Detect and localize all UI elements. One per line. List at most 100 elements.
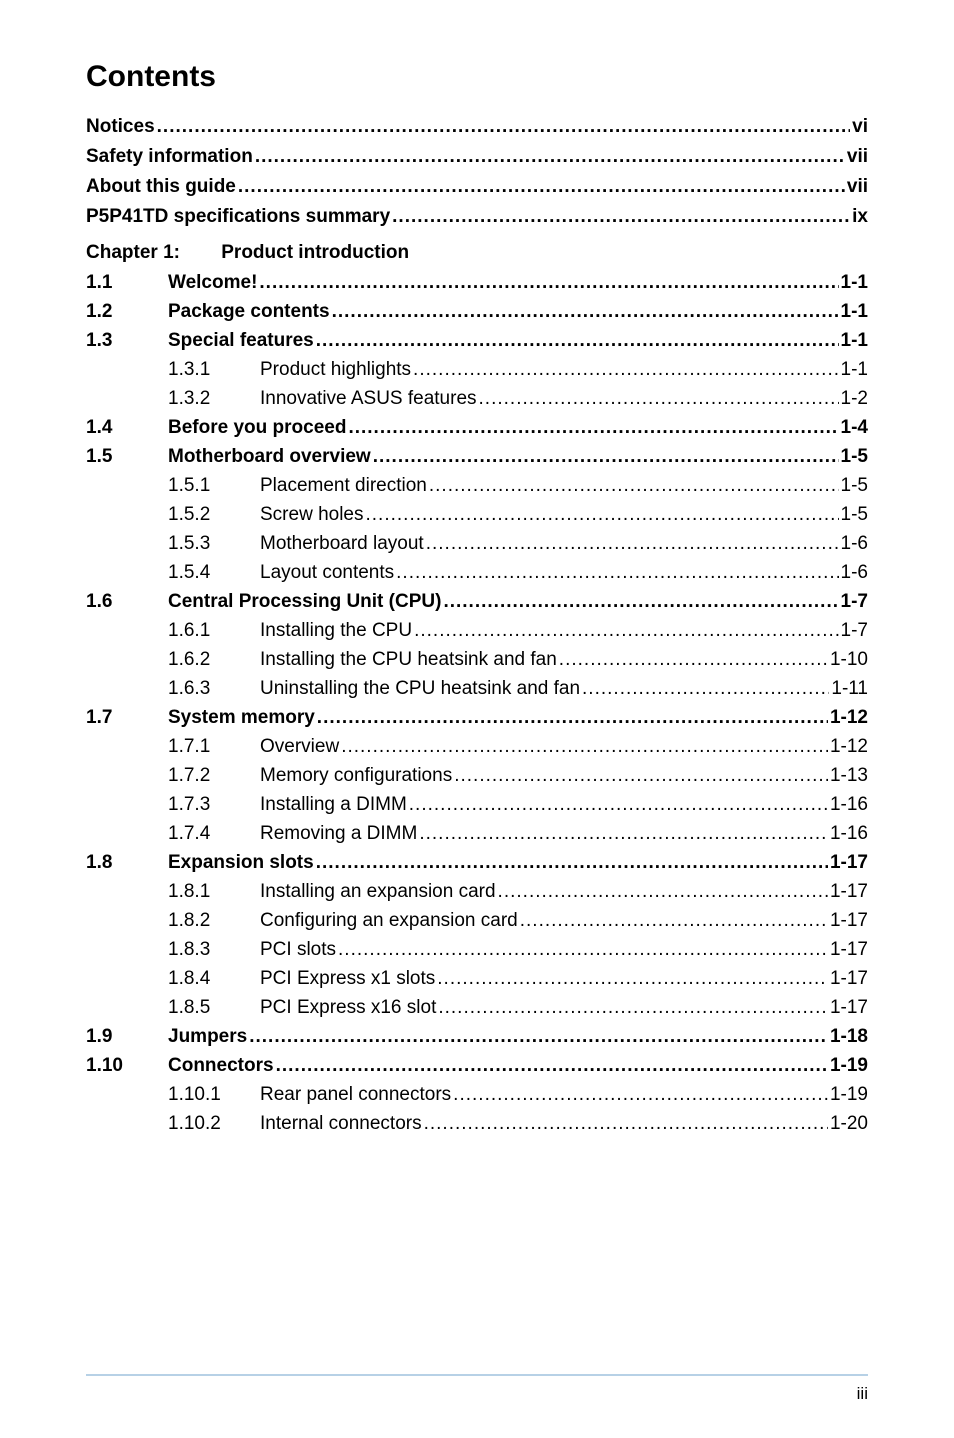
toc-dots <box>341 736 828 758</box>
toc-section-number: 1.10 <box>86 1055 168 1077</box>
toc-subsection: 1.3.2Innovative ASUS features 1-2 <box>86 388 868 410</box>
toc-dots <box>419 823 828 845</box>
toc-subsection-label: Innovative ASUS features <box>260 388 477 410</box>
toc-section-label: System memory <box>168 707 315 729</box>
toc-subsection-page: 1-17 <box>830 968 868 990</box>
toc-subsection: 1.6.1Installing the CPU 1-7 <box>86 620 868 642</box>
toc-dots <box>249 1026 828 1048</box>
toc-subsection: 1.8.5PCI Express x16 slot 1-17 <box>86 997 868 1019</box>
toc-subsection-label: PCI Express x1 slots <box>260 968 435 990</box>
toc-section-number: 1.6 <box>86 591 168 613</box>
toc-subsection-label: Installing an expansion card <box>260 881 496 903</box>
chapter-heading: Chapter 1: Product introduction <box>86 242 868 264</box>
toc-section-page: 1-17 <box>830 852 868 874</box>
contents-title: Contents <box>86 60 868 94</box>
toc-section: 1.10Connectors 1-19 <box>86 1055 868 1077</box>
toc-dots <box>424 1113 828 1135</box>
toc-subsection: 1.7.1Overview 1-12 <box>86 736 868 758</box>
toc-subsection: 1.10.2Internal connectors 1-20 <box>86 1113 868 1135</box>
toc-subsection-label: Memory configurations <box>260 765 452 787</box>
toc-dots <box>453 1084 828 1106</box>
toc-dots <box>443 591 838 613</box>
toc-entry-label: P5P41TD specifications summary <box>86 206 390 228</box>
toc-section-page: 1-7 <box>841 591 868 613</box>
toc-section-page: 1-5 <box>841 446 868 468</box>
toc-section-label: Before you proceed <box>168 417 346 439</box>
toc-section-label: Motherboard overview <box>168 446 371 468</box>
toc-subsection-number: 1.6.1 <box>168 620 260 642</box>
toc-subsection: 1.7.2Memory configurations 1-13 <box>86 765 868 787</box>
toc-subsection-number: 1.7.1 <box>168 736 260 758</box>
toc-subsection-page: 1-17 <box>830 939 868 961</box>
toc-section-number: 1.9 <box>86 1026 168 1048</box>
toc-subsection-label: Removing a DIMM <box>260 823 417 845</box>
toc-subsection: 1.5.4Layout contents 1-6 <box>86 562 868 584</box>
toc-subsection: 1.7.4Removing a DIMM 1-16 <box>86 823 868 845</box>
toc-dots <box>396 562 838 584</box>
toc-subsection-number: 1.7.3 <box>168 794 260 816</box>
toc-subsection-page: 1-6 <box>841 533 868 555</box>
toc-dots <box>373 446 839 468</box>
toc-section: 1.7System memory 1-12 <box>86 707 868 729</box>
toc-section: 1.5Motherboard overview 1-5 <box>86 446 868 468</box>
toc-entry-page: vii <box>847 176 868 198</box>
toc-subsection-number: 1.7.2 <box>168 765 260 787</box>
toc-subsection-page: 1-17 <box>830 881 868 903</box>
toc-subsection-page: 1-17 <box>830 910 868 932</box>
toc-subsection-number: 1.3.1 <box>168 359 260 381</box>
toc-subsection: 1.5.2Screw holes 1-5 <box>86 504 868 526</box>
toc-subsection-page: 1-2 <box>841 388 868 410</box>
toc-subsection-label: Product highlights <box>260 359 411 381</box>
toc-subsection-page: 1-16 <box>830 823 868 845</box>
toc-top-entry: Notices vi <box>86 116 868 138</box>
toc-subsection: 1.10.1Rear panel connectors 1-19 <box>86 1084 868 1106</box>
toc-entry-label: Notices <box>86 116 155 138</box>
toc-dots <box>259 272 838 294</box>
toc-section-label: Special features <box>168 330 314 352</box>
toc-subsection-label: Installing the CPU <box>260 620 412 642</box>
toc-subsection-page: 1-19 <box>830 1084 868 1106</box>
toc-dots <box>255 146 845 168</box>
toc-section-page: 1-1 <box>841 272 868 294</box>
toc-dots <box>348 417 838 439</box>
toc-section: 1.4Before you proceed 1-4 <box>86 417 868 439</box>
toc-section-number: 1.3 <box>86 330 168 352</box>
toc-subsection-label: PCI Express x16 slot <box>260 997 436 1019</box>
toc-subsection: 1.5.3Motherboard layout 1-6 <box>86 533 868 555</box>
toc-section-label: Connectors <box>168 1055 274 1077</box>
top-entries: Notices viSafety information viiAbout th… <box>86 116 868 228</box>
toc-subsection-label: Configuring an expansion card <box>260 910 518 932</box>
toc-dots <box>276 1055 828 1077</box>
toc-subsection-page: 1-17 <box>830 997 868 1019</box>
toc-subsection-page: 1-1 <box>841 359 868 381</box>
toc-section-page: 1-18 <box>830 1026 868 1048</box>
toc-subsection-number: 1.5.4 <box>168 562 260 584</box>
toc-dots <box>454 765 828 787</box>
toc-section: 1.3Special features 1-1 <box>86 330 868 352</box>
toc-subsection-number: 1.5.2 <box>168 504 260 526</box>
toc-dots <box>316 330 839 352</box>
toc-section-page: 1-19 <box>830 1055 868 1077</box>
footer-page-number: iii <box>857 1384 868 1404</box>
toc-section-number: 1.1 <box>86 272 168 294</box>
toc-dots <box>559 649 828 671</box>
toc-section-page: 1-12 <box>830 707 868 729</box>
page-content: Contents Notices viSafety information vi… <box>0 0 954 1135</box>
toc-dots <box>338 939 828 961</box>
toc-subsection: 1.3.1Product highlights 1-1 <box>86 359 868 381</box>
toc-section-page: 1-1 <box>841 301 868 323</box>
toc-subsection-label: Installing a DIMM <box>260 794 407 816</box>
toc-section-label: Welcome! <box>168 272 257 294</box>
toc-subsection-page: 1-10 <box>830 649 868 671</box>
toc-entry-page: ix <box>852 206 868 228</box>
toc-section-label: Package contents <box>168 301 330 323</box>
toc-subsection-label: Screw holes <box>260 504 364 526</box>
toc-subsection-label: Internal connectors <box>260 1113 422 1135</box>
toc-subsection-page: 1-5 <box>841 504 868 526</box>
toc-subsection-page: 1-13 <box>830 765 868 787</box>
toc-section-number: 1.8 <box>86 852 168 874</box>
toc-section-number: 1.5 <box>86 446 168 468</box>
toc-section: 1.6Central Processing Unit (CPU) 1-7 <box>86 591 868 613</box>
toc-dots <box>582 678 829 700</box>
toc-subsection: 1.8.1Installing an expansion card 1-17 <box>86 881 868 903</box>
